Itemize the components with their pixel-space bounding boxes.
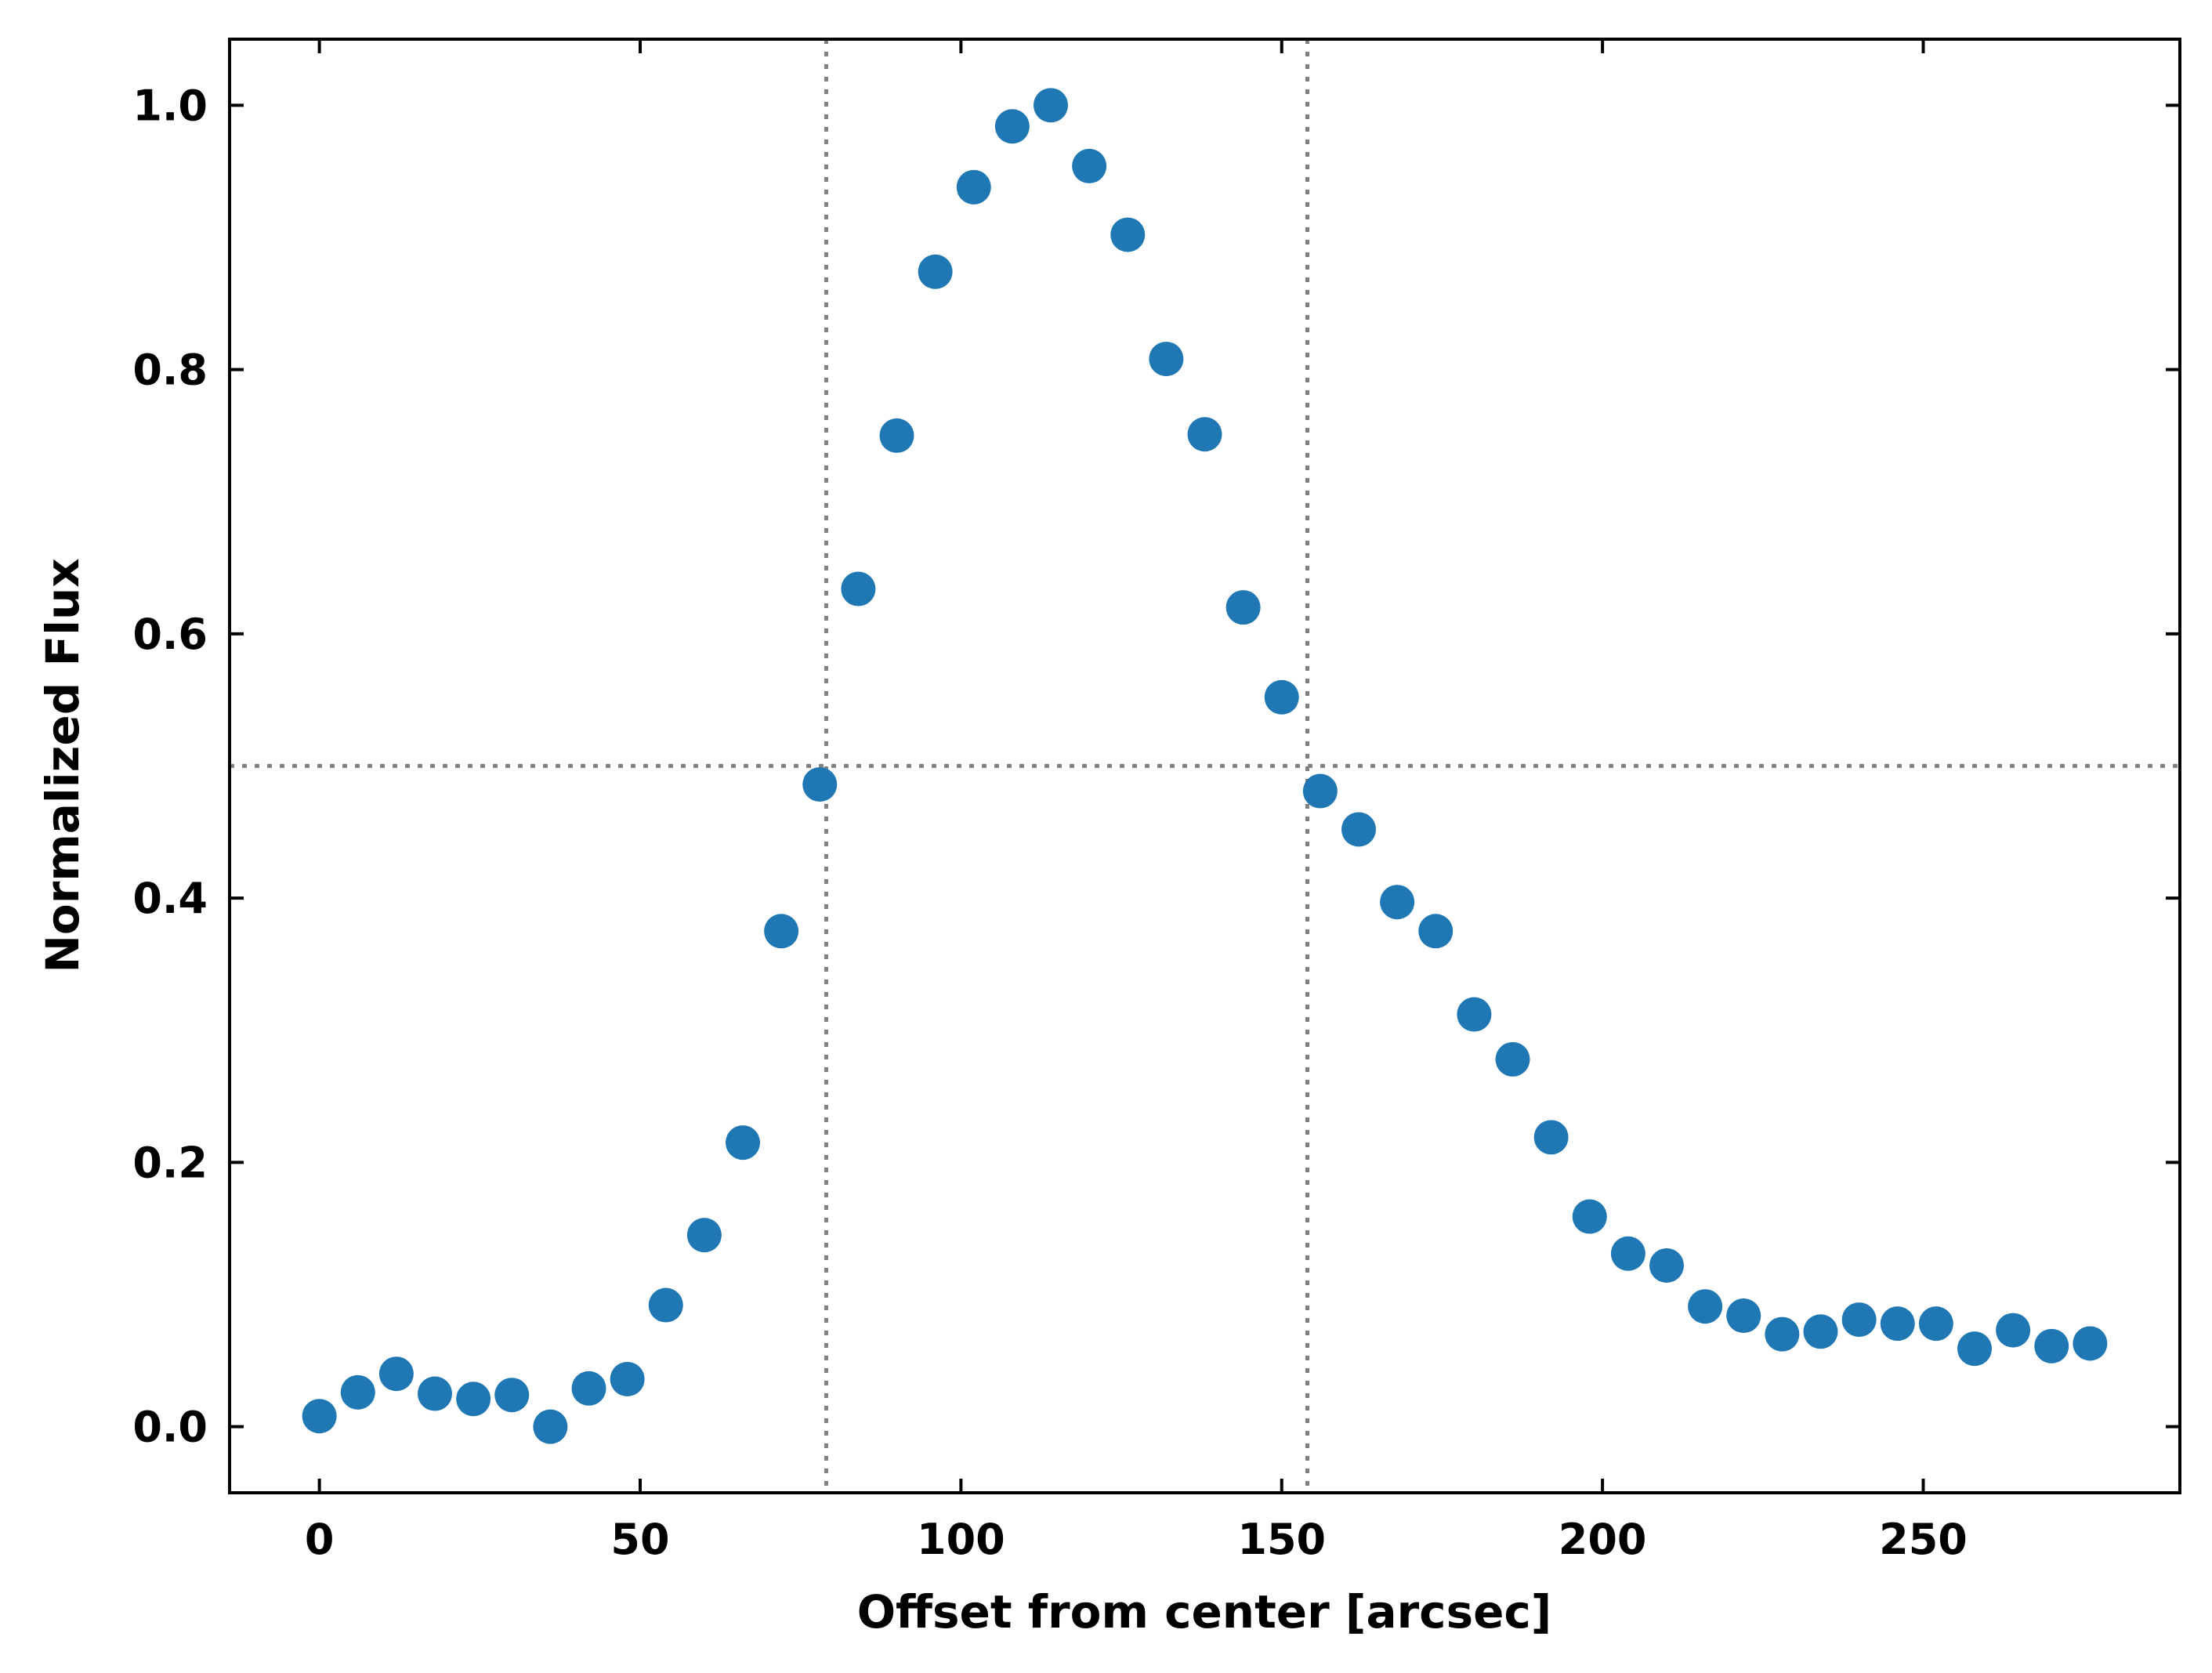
data-point <box>302 1399 337 1434</box>
data-point <box>340 1374 375 1410</box>
data-point <box>879 418 914 453</box>
data-point <box>1688 1289 1723 1324</box>
axis-ticks: 0 50 100 150 200 250 0.0 0.2 0.4 0.6 0.8 1.0 <box>132 39 2180 1564</box>
data-point <box>494 1378 530 1413</box>
x-axis-label: Offset from center [arcsec] <box>857 1585 1552 1639</box>
axes-frame <box>228 38 2181 1494</box>
data-point <box>1264 679 1299 715</box>
data-point <box>1034 88 1068 123</box>
data-point <box>1457 997 1492 1032</box>
x-tick-label: 250 <box>1879 1515 1968 1564</box>
data-point <box>1880 1306 1915 1342</box>
data-point <box>1649 1248 1684 1283</box>
plot-area <box>230 39 2180 1493</box>
data-point <box>418 1376 452 1411</box>
data-point <box>1110 217 1146 252</box>
data-point <box>1072 148 1107 183</box>
data-point <box>764 914 799 949</box>
data-point <box>1149 342 1184 377</box>
y-tick-label: 0.6 <box>132 610 208 659</box>
y-tick-label: 0.8 <box>132 346 208 395</box>
data-point <box>571 1371 606 1406</box>
data-point <box>1841 1302 1877 1338</box>
data-point <box>1302 773 1338 809</box>
y-tick-label: 0.0 <box>132 1403 208 1452</box>
data-point <box>918 254 953 289</box>
x-tick-label: 200 <box>1559 1515 1647 1564</box>
data-point <box>994 109 1030 144</box>
data-point <box>1572 1199 1607 1234</box>
data-point <box>1187 417 1222 452</box>
x-tick-label: 150 <box>1237 1515 1326 1564</box>
data-point <box>2073 1326 2108 1361</box>
data-point <box>2034 1328 2069 1363</box>
y-tick-label: 1.0 <box>132 81 208 130</box>
data-point <box>378 1356 414 1392</box>
data-point <box>1765 1316 1800 1352</box>
data-point <box>610 1361 645 1396</box>
data-point <box>1225 590 1261 625</box>
y-tick-label: 0.2 <box>132 1138 208 1187</box>
x-tick-label: 100 <box>917 1515 1005 1564</box>
data-point <box>1610 1236 1645 1271</box>
data-point <box>1957 1331 1992 1367</box>
data-point <box>1533 1120 1569 1155</box>
y-tick-label: 0.4 <box>132 874 208 923</box>
data-point <box>726 1125 760 1161</box>
data-point <box>533 1409 568 1444</box>
y-axis-label: Normalized Flux <box>36 558 89 972</box>
data-point <box>1918 1306 1953 1342</box>
data-point <box>956 169 991 205</box>
data-point <box>1495 1041 1530 1077</box>
data-point <box>1996 1313 2031 1348</box>
data-point <box>648 1287 683 1323</box>
data-point <box>456 1381 491 1417</box>
data-point <box>1380 885 1415 920</box>
data-point <box>802 767 838 802</box>
data-point <box>841 571 876 607</box>
x-tick-label: 50 <box>610 1515 669 1564</box>
data-point <box>1726 1298 1761 1334</box>
data-point <box>1418 914 1454 949</box>
data-point <box>1341 812 1376 847</box>
data-point <box>1803 1314 1838 1349</box>
data-point <box>686 1218 722 1253</box>
x-tick-label: 0 <box>305 1515 335 1564</box>
